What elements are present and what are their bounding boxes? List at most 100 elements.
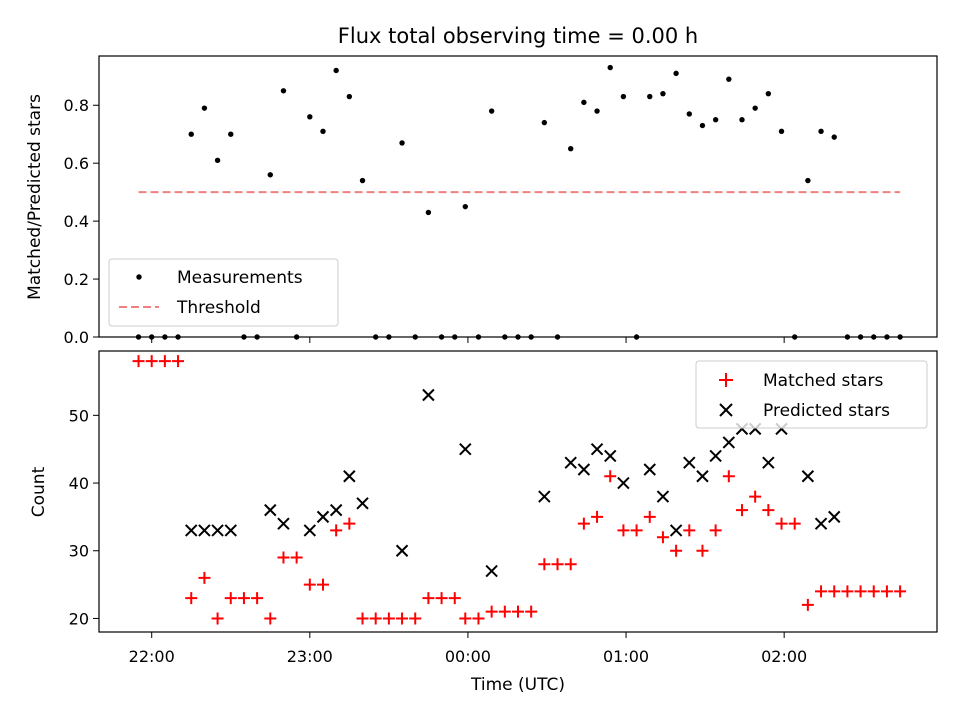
predicted-stars-point [329, 503, 343, 517]
matched-stars-point [683, 524, 696, 537]
predicted-stars-point [277, 517, 290, 530]
measurement-point [699, 122, 706, 129]
matched-stars-point [617, 524, 630, 537]
matched-stars-point [604, 470, 617, 483]
predicted-stars-point [395, 544, 409, 557]
measurement-point [214, 157, 221, 163]
predicted-stars-point [577, 463, 591, 476]
bottom-panel: 20 30 40 50 22:00 23:00 00:00 01:00 02:00 Count… [29, 350, 938, 695]
predicted-stars-point [669, 524, 683, 537]
measurement-point [620, 93, 627, 100]
predicted-stars-point [356, 497, 369, 510]
measurement-point [462, 203, 468, 210]
matched-stars-point [224, 592, 237, 605]
matched-stars-point [815, 585, 828, 598]
legend-predicted-label: Predicted stars [763, 401, 890, 421]
top-x-ticks [151, 337, 785, 343]
legend-matched-label: Matched stars [763, 371, 883, 391]
matched-stars-point [722, 470, 735, 483]
matched-stars-point [211, 612, 224, 625]
measurement-point [346, 93, 353, 100]
measurement-point [673, 70, 679, 77]
measurement-point [307, 114, 313, 120]
x-tick-label: 00:00 [445, 647, 491, 666]
matched-stars-point [656, 531, 669, 544]
predicted-stars-point [801, 470, 815, 483]
matched-stars-point [277, 551, 290, 564]
predicted-stars-point [709, 449, 722, 463]
bottom-legend-box [695, 360, 928, 429]
predicted-stars-point [343, 470, 356, 483]
matched-stars-point [551, 558, 564, 571]
matched-stars-point [538, 558, 551, 571]
measurement-point [726, 76, 732, 82]
measurement-point [739, 117, 745, 123]
matched-stars-point [643, 510, 656, 523]
matched-stars-point [472, 612, 485, 625]
top-y-axis-label: Matched/Predicted stars [25, 94, 45, 300]
predicted-stars-point [828, 510, 841, 524]
measurement-point [647, 93, 653, 100]
matched-stars-point [630, 524, 643, 537]
top-y-tick-label: 0.2 [64, 270, 89, 289]
matched-stars-point [749, 490, 762, 503]
legend-matched-marker [719, 373, 733, 387]
predicted-stars-point [185, 524, 198, 537]
predicted-stars-point [316, 510, 330, 524]
matched-stars-point [670, 544, 683, 557]
bottom-y-tick-label: 30 [69, 542, 89, 561]
matched-stars-point [343, 517, 356, 530]
matched-stars-point [185, 592, 198, 605]
legend-measurements-label: Measurements [177, 268, 303, 288]
predicted-stars-point [696, 470, 709, 483]
bottom-x-axis-label: Time (UTC) [470, 675, 565, 695]
predicted-stars-point [617, 476, 630, 490]
bottom-y-axis-label: Count [29, 466, 49, 517]
predicted-stars-point [564, 456, 577, 469]
measurement-point [228, 131, 234, 137]
measurement-point [541, 119, 548, 126]
x-tick-label: 01:00 [603, 647, 649, 666]
top-legend-box [108, 258, 339, 327]
legend-measurements-marker [136, 274, 142, 280]
measurement-point [778, 128, 785, 135]
matched-stars-point [382, 612, 395, 625]
matched-stars-point [145, 355, 158, 368]
measurement-point [188, 131, 194, 137]
top-y-tick-label: 0.6 [64, 154, 89, 173]
legend-predicted-marker [719, 403, 733, 417]
matched-stars-point [356, 612, 369, 625]
x-tick-label: 23:00 [287, 647, 333, 666]
legend-threshold-label: Threshold [176, 298, 261, 318]
matched-stars-point [894, 585, 907, 598]
predicted-stars-point [459, 442, 472, 456]
measurement-point [660, 90, 666, 97]
top-y-tick-label: 0.8 [64, 96, 89, 115]
matched-stars-point [158, 355, 171, 368]
matched-stars-point [696, 544, 709, 557]
measurement-point [818, 128, 824, 135]
predicted-stars-point [643, 463, 656, 476]
matched-stars-point [330, 524, 343, 537]
matched-stars-point [303, 578, 316, 591]
matched-stars-point [867, 585, 880, 598]
top-y-ticks: 0.0 0.2 0.4 0.6 0.8 [64, 96, 99, 347]
predicted-stars-point [303, 524, 317, 537]
bottom-x-ticks: 22:00 23:00 00:00 01:00 02:00 [129, 632, 807, 666]
matched-stars-point [801, 598, 814, 611]
matched-stars-point [132, 355, 145, 368]
predicted-stars-point [224, 524, 237, 537]
bottom-legend: Matched stars Predicted stars [695, 360, 928, 429]
matched-stars-point [485, 605, 498, 618]
measurement-point [712, 117, 719, 123]
matched-stars-point [448, 592, 461, 605]
bottom-y-tick-label: 40 [69, 474, 89, 493]
predicted-stars-point [590, 442, 604, 456]
matched-stars-point [564, 558, 577, 571]
matched-stars-point [498, 605, 511, 618]
top-panel: 0.00.20.40.60.8 Matched/Predicted stars … [25, 55, 938, 347]
matched-stars-point [512, 605, 524, 618]
matched-stars-point [198, 571, 211, 584]
measurement-point [607, 64, 613, 71]
predicted-stars-point [656, 490, 670, 503]
